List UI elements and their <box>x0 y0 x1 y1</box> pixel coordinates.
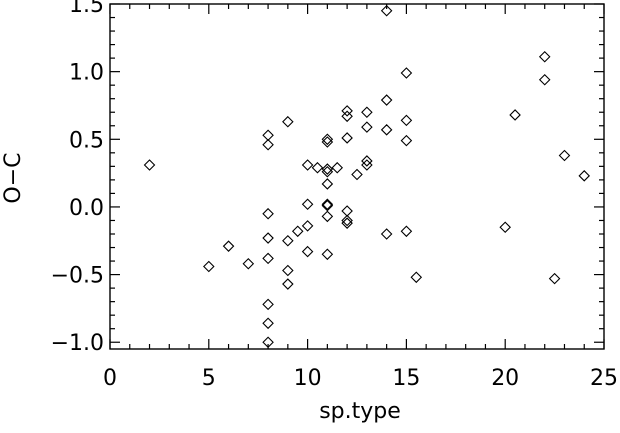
data-point-diamond <box>321 198 334 211</box>
y-tick-label: 1.0 <box>69 61 104 86</box>
tick-labels: 0 5 10 15 20 25 −1.0 −0.5 0.0 0.5 1.0 1.5 <box>51 0 618 391</box>
data-point-diamond <box>341 217 353 229</box>
data-point-diamond <box>262 207 274 220</box>
data-point-diamond <box>380 94 393 106</box>
data-point-diamond <box>361 121 373 133</box>
x-tick-label: 25 <box>590 366 618 391</box>
data-point-diamond <box>321 163 334 175</box>
data-point-diamond <box>331 161 344 174</box>
data-point-diamond <box>203 260 215 273</box>
data-point-diamond <box>143 159 156 171</box>
data-point-diamond <box>341 214 353 227</box>
y-tick-label: 0.0 <box>69 196 104 221</box>
data-point-diamond <box>262 298 274 311</box>
data-point-diamond <box>262 252 274 265</box>
plot-border <box>109 3 605 350</box>
x-axis-title: sp.type <box>319 399 401 424</box>
data-point-diamond <box>282 234 294 247</box>
x-tick-label: 5 <box>202 366 216 391</box>
data-point-diamond <box>538 50 551 63</box>
data-point-diamond <box>361 159 373 171</box>
data-point-diamond <box>361 155 373 167</box>
data-points <box>143 4 591 349</box>
data-point-diamond <box>291 225 304 238</box>
data-point-diamond <box>380 228 393 240</box>
data-point-diamond <box>341 205 353 217</box>
data-point-diamond <box>578 170 591 182</box>
data-point-diamond <box>400 225 413 238</box>
data-point-diamond <box>341 105 353 117</box>
data-point-diamond <box>242 257 255 270</box>
data-point-diamond <box>341 132 353 144</box>
data-point-diamond <box>400 114 413 127</box>
data-point-diamond <box>321 136 334 148</box>
data-point-diamond <box>380 4 393 17</box>
data-point-diamond <box>321 133 334 146</box>
data-point-diamond <box>558 149 571 162</box>
y-axis-title: O−C <box>1 152 26 203</box>
data-point-diamond <box>380 124 393 136</box>
data-point-diamond <box>321 199 334 212</box>
data-point-diamond <box>400 67 413 79</box>
data-point-diamond <box>262 317 274 330</box>
data-point-diamond <box>361 106 373 119</box>
data-point-diamond <box>262 232 274 244</box>
data-point-diamond <box>282 264 294 277</box>
data-point-diamond <box>321 178 334 190</box>
data-point-diamond <box>301 198 314 211</box>
data-point-diamond <box>538 73 551 86</box>
data-point-diamond <box>262 129 274 142</box>
x-tick-label: 15 <box>392 366 420 391</box>
y-tick-label: −0.5 <box>51 264 104 289</box>
data-point-diamond <box>321 248 334 261</box>
x-tick-label: 0 <box>103 366 117 391</box>
data-point-diamond <box>282 115 294 128</box>
data-point-diamond <box>509 109 521 121</box>
data-point-diamond <box>321 210 334 223</box>
data-point-diamond <box>301 245 314 258</box>
data-point-diamond <box>341 110 353 123</box>
data-point-diamond <box>311 161 324 174</box>
data-point-diamond <box>548 272 561 285</box>
y-tick-label: −1.0 <box>51 331 104 356</box>
y-tick-label: 0.5 <box>69 128 104 153</box>
data-point-diamond <box>262 138 274 151</box>
data-point-diamond <box>282 278 294 290</box>
plot-frame <box>109 3 605 350</box>
data-point-diamond <box>499 221 511 234</box>
data-point-diamond <box>321 165 334 178</box>
data-point-diamond <box>301 159 314 171</box>
data-point-diamond <box>400 134 413 147</box>
axis-ticks <box>109 3 605 349</box>
data-point-diamond <box>301 220 314 232</box>
data-point-diamond <box>262 336 274 349</box>
x-tick-label: 10 <box>294 366 322 391</box>
x-tick-label: 20 <box>491 366 519 391</box>
data-point-diamond <box>222 240 235 252</box>
data-point-diamond <box>351 168 363 181</box>
data-point-diamond <box>410 271 423 284</box>
y-tick-label: 1.5 <box>69 0 104 18</box>
